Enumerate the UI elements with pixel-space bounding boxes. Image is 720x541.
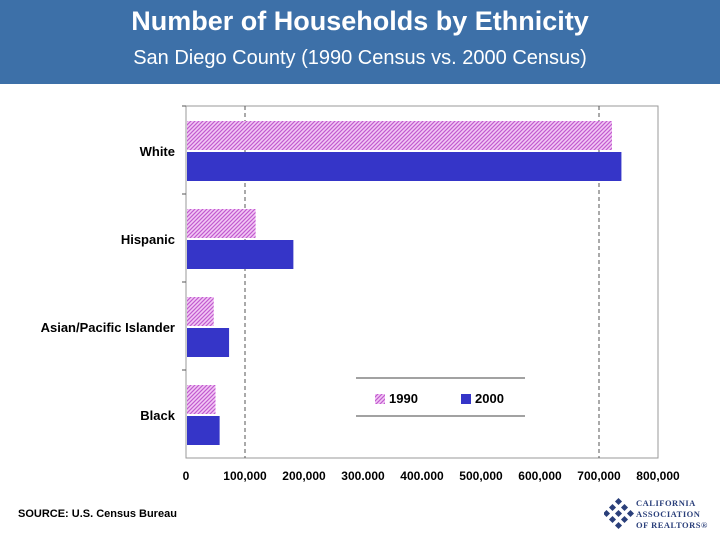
logo-text: CALIFORNIA ASSOCIATION OF REALTORS®: [636, 498, 708, 531]
car-logo: CALIFORNIA ASSOCIATION OF REALTORS®: [602, 496, 716, 536]
x-tick-label: 200,000: [282, 469, 326, 483]
bar-2000-black: [187, 416, 220, 445]
legend-label-1990: 1990: [389, 391, 418, 406]
logo-registered-mark: ®: [700, 520, 708, 530]
logo-line-2: ASSOCIATION: [636, 509, 701, 519]
x-tick-label: 600,000: [518, 469, 562, 483]
category-label: Black: [140, 408, 175, 423]
bar-1990-white: [187, 121, 612, 150]
realtor-house-icon: [602, 497, 635, 530]
bar-2000-white: [187, 152, 622, 181]
bar-1990-hispanic: [187, 209, 256, 238]
bar-2000-hispanic: [187, 240, 294, 269]
header-banner: Number of Households by Ethnicity San Di…: [0, 0, 720, 84]
x-tick-label: 0: [183, 469, 190, 483]
source-note: SOURCE: U.S. Census Bureau: [18, 508, 177, 520]
legend-swatch-1990: [375, 394, 385, 404]
x-tick-label: 400.000: [400, 469, 444, 483]
bar-1990-asian-pacific-islander: [187, 297, 214, 326]
logo-line-1: CALIFORNIA: [636, 498, 696, 508]
legend-swatch-2000: [461, 394, 471, 404]
x-tick-label: 700,000: [577, 469, 621, 483]
page-subtitle: San Diego County (1990 Census vs. 2000 C…: [133, 47, 587, 69]
logo-line-3-text: OF REALTORS: [636, 520, 701, 530]
category-label: Hispanic: [121, 232, 175, 247]
legend-label-2000: 2000: [475, 391, 504, 406]
x-tick-label: 800,000: [636, 469, 680, 483]
category-label: Asian/Pacific Islander: [41, 320, 175, 335]
bar-2000-asian-pacific-islander: [187, 328, 230, 357]
logo-line-3: OF REALTORS®: [636, 520, 708, 531]
category-label: White: [140, 144, 175, 159]
x-tick-label: 500,000: [459, 469, 503, 483]
page-title: Number of Households by Ethnicity: [131, 6, 589, 36]
x-tick-label: 100,000: [223, 469, 267, 483]
bar-1990-black: [187, 385, 216, 414]
legend: 1990 2000: [356, 377, 525, 417]
x-tick-label: 300.000: [341, 469, 385, 483]
